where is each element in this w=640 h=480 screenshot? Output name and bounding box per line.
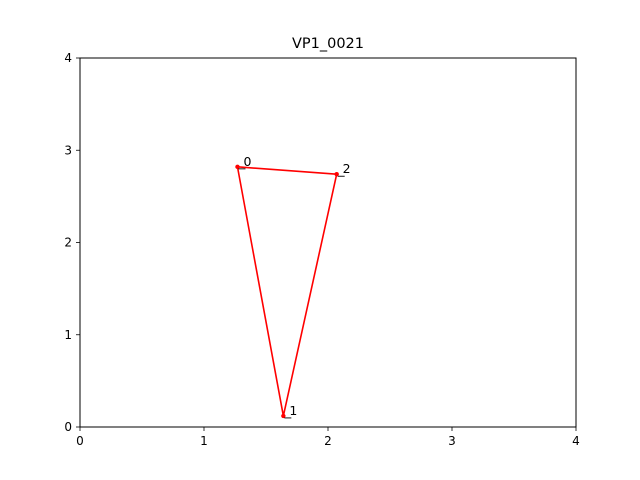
point-label: 1: [289, 403, 297, 418]
chart-title: VP1_0021: [292, 36, 364, 52]
x-axis-ticks: 0 1 2 3 4: [76, 427, 580, 448]
data-point-marker: [334, 172, 339, 177]
data-point-marker: [281, 413, 286, 419]
series-layer: 0 1 2: [235, 154, 351, 419]
x-tick-label: 0: [76, 434, 84, 448]
y-tick-label: 4: [64, 51, 72, 65]
point-label: 0: [243, 154, 251, 169]
y-tick-label: 2: [64, 236, 72, 250]
x-tick-label: 1: [200, 434, 208, 448]
x-tick-label: 2: [324, 434, 332, 448]
plot-area-frame: [79, 57, 577, 428]
point-label: 2: [343, 161, 351, 176]
x-tick-label: 3: [448, 434, 456, 448]
y-tick-label: 3: [64, 143, 72, 157]
data-point-marker: [235, 164, 240, 170]
y-axis-ticks: 0 1 2 3 4: [64, 51, 80, 434]
x-tick-label: 4: [572, 434, 580, 448]
y-tick-label: 1: [64, 328, 72, 342]
series-line: [236, 166, 338, 417]
y-tick-label: 0: [64, 420, 72, 434]
